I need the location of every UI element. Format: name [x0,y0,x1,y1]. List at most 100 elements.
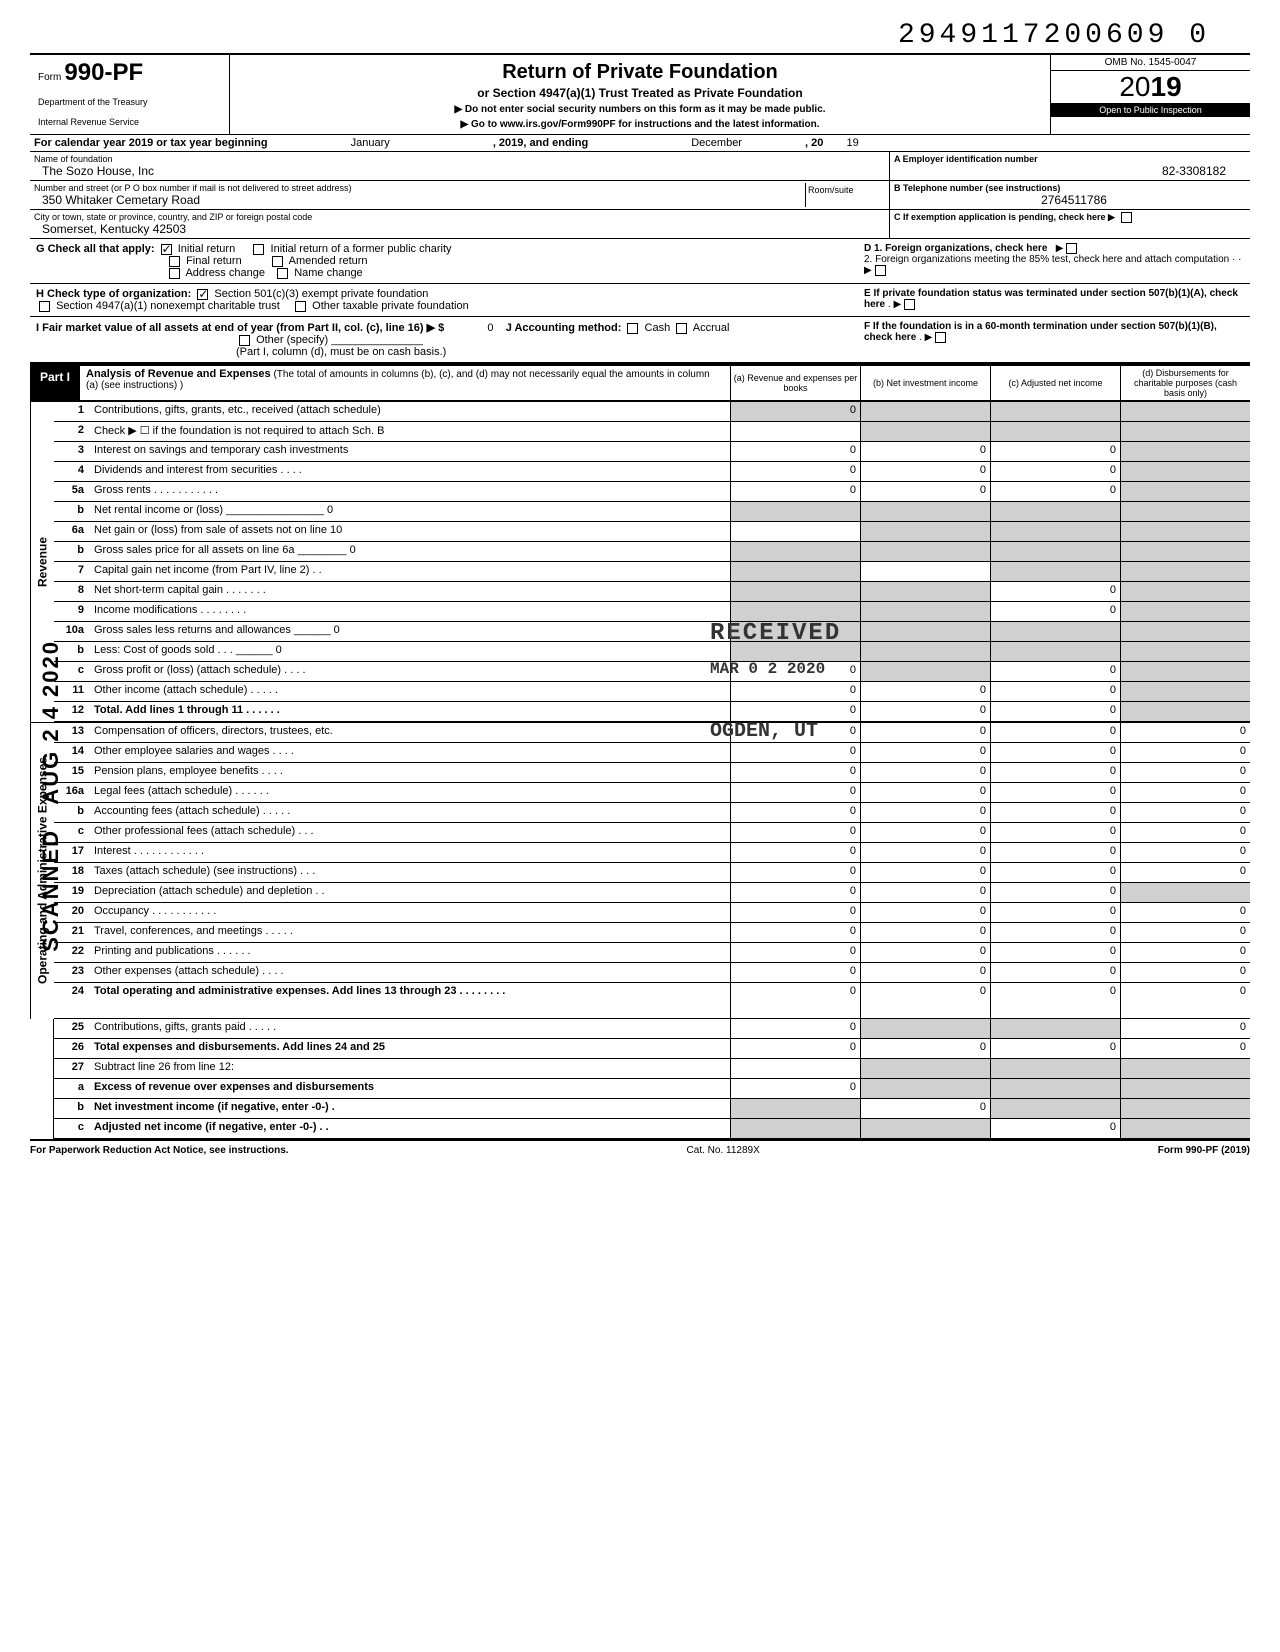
cell-col-b: 0 [860,682,990,701]
cell-col-b [860,422,990,441]
cell-col-b: 0 [860,883,990,902]
cell-col-d: 0 [1120,923,1250,942]
cell-col-c [990,622,1120,641]
cell-col-b: 0 [860,442,990,461]
e-label: E If private foundation status was termi… [864,288,1238,310]
cell-col-c: 0 [990,462,1120,481]
table-row: 2Check ▶ ☐ if the foundation is not requ… [54,422,1250,442]
cell-col-c: 0 [990,943,1120,962]
cell-col-c [990,642,1120,661]
j-cash-checkbox[interactable] [627,323,638,334]
g-final-return-checkbox[interactable] [169,256,180,267]
cell-col-b: 0 [860,723,990,742]
d2-checkbox[interactable] [875,265,886,276]
ein-label: A Employer identification number [894,154,1246,164]
col-a-header: (a) Revenue and expenses per books [730,366,860,400]
cell-col-d [1120,422,1250,441]
table-row: 27Subtract line 26 from line 12: [54,1059,1250,1079]
h-4947-checkbox[interactable] [39,301,50,312]
table-row: bNet investment income (if negative, ent… [54,1099,1250,1119]
h-other-checkbox[interactable] [295,301,306,312]
g-former-charity-checkbox[interactable] [253,244,264,255]
cell-col-d [1120,562,1250,581]
line-description: Total. Add lines 1 through 11 . . . . . … [90,702,730,721]
line-number: 26 [54,1039,90,1058]
cell-col-b: 0 [860,943,990,962]
line-number: 5a [54,482,90,501]
line-number: b [54,542,90,561]
g-initial-return-checkbox[interactable] [161,244,172,255]
table-row: 16aLegal fees (attach schedule) . . . . … [54,783,1250,803]
g-opt-1: Initial return of a former public charit… [271,243,452,255]
cell-col-d [1120,522,1250,541]
line-description: Compensation of officers, directors, tru… [90,723,730,742]
cell-col-a: 0 [730,943,860,962]
g-opt-3: Amended return [289,255,368,267]
table-row: 18Taxes (attach schedule) (see instructi… [54,863,1250,883]
cell-col-d [1120,482,1250,501]
cell-col-a [730,522,860,541]
line-number: 9 [54,602,90,621]
cell-col-b: 0 [860,763,990,782]
i-label: I Fair market value of all assets at end… [36,322,444,334]
cell-col-d [1120,602,1250,621]
cell-col-a [730,582,860,601]
cell-col-d [1120,1099,1250,1118]
line-description: Excess of revenue over expenses and disb… [90,1079,730,1098]
cell-col-d: 0 [1120,863,1250,882]
form-prefix: Form [38,72,61,83]
table-row: 17Interest . . . . . . . . . . . .0000 [54,843,1250,863]
cell-col-a: 0 [730,482,860,501]
line-number: 27 [54,1059,90,1078]
line-description: Net short-term capital gain . . . . . . … [90,582,730,601]
line-description: Net gain or (loss) from sale of assets n… [90,522,730,541]
cell-col-a: 0 [730,723,860,742]
f-checkbox[interactable] [935,332,946,343]
line-description: Total operating and administrative expen… [90,983,730,1018]
cell-col-d: 0 [1120,723,1250,742]
line-description: Other expenses (attach schedule) . . . . [90,963,730,982]
line-number: 2 [54,422,90,441]
cell-col-b [860,402,990,421]
j-accrual-checkbox[interactable] [676,323,687,334]
line-number: 24 [54,983,90,1018]
j-label: J Accounting method: [506,322,622,334]
form-note-1: ▶ Do not enter social security numbers o… [238,104,1042,115]
cell-col-a [730,1059,860,1078]
form-number: 990-PF [64,59,143,86]
cell-col-b [860,642,990,661]
cell-col-d: 0 [1120,943,1250,962]
cal-begin: January [351,137,390,149]
g-amended-checkbox[interactable] [272,256,283,267]
table-row: 6aNet gain or (loss) from sale of assets… [54,522,1250,542]
c-checkbox[interactable] [1121,212,1132,223]
room-label: Room/suite [808,185,883,195]
line-number: 1 [54,402,90,421]
j-other-checkbox[interactable] [239,335,250,346]
g-name-change-checkbox[interactable] [277,268,288,279]
cell-col-b: 0 [860,823,990,842]
line-description: Legal fees (attach schedule) . . . . . . [90,783,730,802]
e-checkbox[interactable] [904,299,915,310]
inspection-notice: Open to Public Inspection [1051,103,1250,117]
page-footer: For Paperwork Reduction Act Notice, see … [30,1139,1250,1156]
cell-col-c: 0 [990,662,1120,681]
d1-checkbox[interactable] [1066,243,1077,254]
g-opt-2: Final return [186,255,242,267]
line-description: Occupancy . . . . . . . . . . . [90,903,730,922]
calendar-year-row: For calendar year 2019 or tax year begin… [30,135,1250,152]
table-row: 3Interest on savings and temporary cash … [54,442,1250,462]
table-row: bAccounting fees (attach schedule) . . .… [54,803,1250,823]
cell-col-c: 0 [990,582,1120,601]
line-description: Interest on savings and temporary cash i… [90,442,730,461]
cell-col-b [860,622,990,641]
form-header: Form 990-PF Department of the Treasury I… [30,53,1250,135]
h-501c3-checkbox[interactable] [197,289,208,300]
col-c-header: (c) Adjusted net income [990,366,1120,400]
cell-col-a [730,1119,860,1138]
cell-col-b [860,542,990,561]
line-description: Dividends and interest from securities .… [90,462,730,481]
part1-table: Revenue1Contributions, gifts, grants, et… [30,401,1250,1139]
g-address-change-checkbox[interactable] [169,268,180,279]
name-label: Name of foundation [34,154,885,164]
